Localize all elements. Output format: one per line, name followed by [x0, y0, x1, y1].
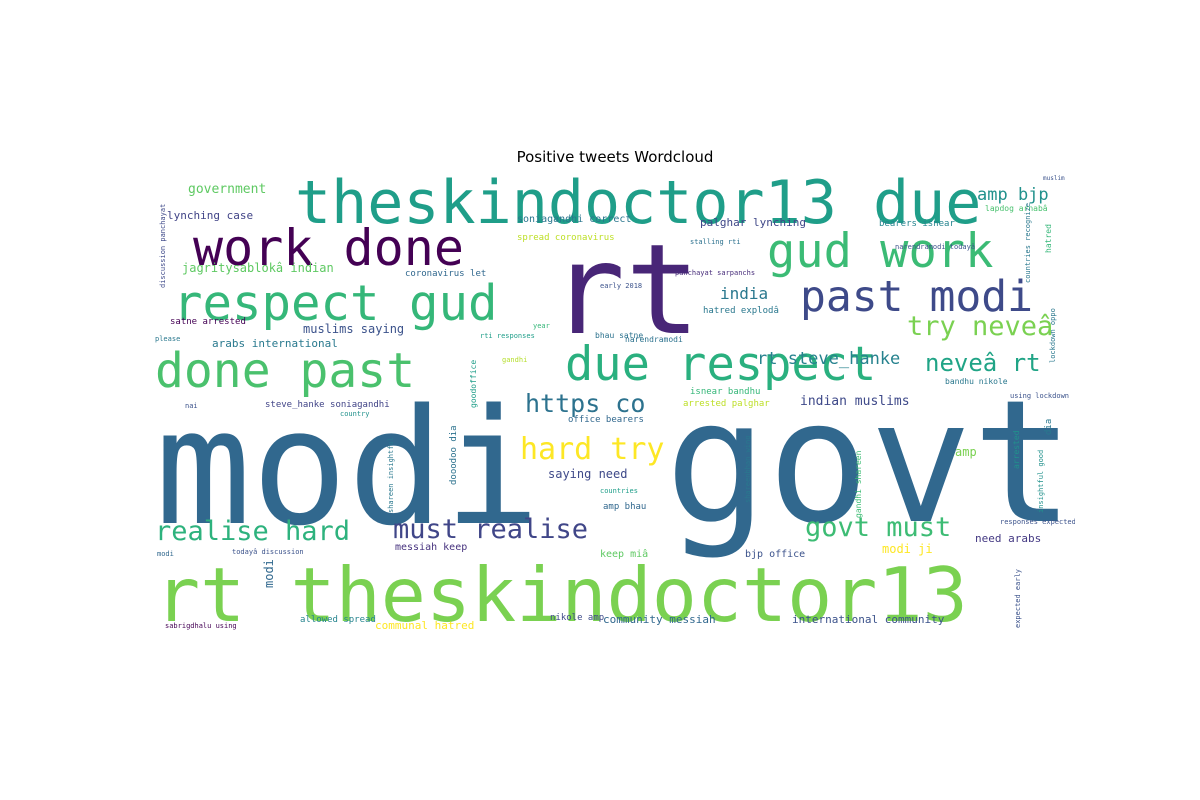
wordcloud-word: expected early [1014, 568, 1022, 628]
wordcloud-word: using lockdown [1010, 392, 1070, 400]
wordcloud-word: country [340, 410, 370, 418]
wordcloud-word: keep miâ [600, 549, 649, 560]
wordcloud-word: https co [525, 389, 646, 418]
wordcloud-word: soniagandhi correct [517, 214, 632, 225]
wordcloud-word: allowed spread [300, 615, 376, 625]
wordcloud-word: narendramodi [625, 335, 683, 344]
wordcloud-word: rti responses [480, 332, 535, 340]
wordcloud-word: modi [157, 550, 174, 558]
wordcloud-word: modi ji [882, 542, 933, 556]
wordcloud-word: responses expected [1000, 518, 1075, 526]
wordcloud-word: india [720, 284, 769, 303]
wordcloud-word: satne arrested [170, 317, 246, 327]
wordcloud-word: discussion panchayat [159, 203, 167, 288]
wordcloud-word: international community [792, 613, 945, 626]
wordcloud-word: jagritysablokâ indian [182, 261, 334, 275]
wordcloud-word: dooodoo dia [449, 425, 459, 485]
wordcloud-word: please [155, 335, 181, 343]
wordcloud-word: govt must [805, 512, 952, 543]
wordcloud-word: arrested palghar [683, 399, 770, 409]
wordcloud-word: lynching case [167, 209, 254, 222]
wordcloud-word: try neveâ [907, 311, 1054, 342]
wordcloud-word: insightful good [1037, 449, 1045, 513]
wordcloud-word: bjp office [745, 549, 806, 560]
wordcloud-word: dia [1044, 418, 1054, 435]
wordcloud-word: hatred explodâ [703, 306, 779, 316]
wordcloud-word: stalling rti [690, 238, 741, 246]
chart-title: Positive tweets Wordcloud [516, 148, 714, 166]
wordcloud-word: lapdog arnabâ [985, 204, 1048, 213]
wordcloud-word: gandhi shareen [854, 450, 863, 518]
wordcloud-word: past modi [800, 272, 1033, 322]
wordcloud-word: rt steve_hanke [757, 349, 901, 369]
wordcloud-word: nikole amp [550, 613, 605, 623]
wordcloud-word: bearers isnear [879, 219, 955, 229]
wordcloud-word: panchayat sarpanchs [675, 269, 756, 277]
wordcloud-word: indian muslims [800, 394, 910, 409]
wordcloud-word: due respect [565, 337, 877, 392]
wordcloud-word: rt [550, 218, 701, 363]
wordcloud-word: narendramodi todayâ [895, 243, 976, 251]
wordcloud-word: realise hard [155, 516, 351, 547]
wordcloud-word: steve_hanke soniagandhi [265, 400, 390, 410]
wordcloud-word: countries [600, 487, 638, 495]
wordcloud-word: early 2018 [600, 282, 643, 290]
wordcloud-word: govt [665, 364, 1075, 562]
wordcloud-word: palghar lynching [700, 216, 806, 229]
wordcloud-word: coronavirus let [405, 269, 487, 279]
wordcloud-word: office bearers [568, 415, 644, 425]
wordcloud-word: communal hatred [375, 619, 475, 632]
wordcloud-word: need arabs [975, 532, 1042, 545]
wordcloud-word: done past [155, 343, 416, 399]
wordcloud-word: gud work [767, 224, 994, 279]
wordcloud-word: messiah keep [395, 542, 468, 553]
wordcloud-word: neveâ rt [925, 349, 1041, 377]
wordcloud-word: muslim [1043, 175, 1065, 182]
wordcloud-word: year [533, 322, 550, 330]
wordcloud-word: spread coronavirus [517, 233, 615, 243]
wordcloud-word: bhau satne [595, 331, 644, 340]
wordcloud-word: bandhu nikole [945, 377, 1008, 386]
wordcloud-word: arabs international [212, 337, 338, 350]
wordcloud-word: community messiah [603, 613, 716, 626]
wordcloud-word: saying need [548, 467, 628, 481]
wordcloud-word: arrested [1012, 430, 1021, 469]
wordcloud-word: government [188, 182, 267, 197]
wordcloud-word: nai [185, 402, 198, 410]
wordcloud-word: isnear bandhu [690, 387, 761, 397]
wordcloud-word: modi [262, 559, 276, 588]
wordcloud-word: goodoffice [469, 359, 478, 408]
wordcloud-word: lockdown oppo [1049, 308, 1057, 363]
wordcloud-word: work done [193, 219, 464, 277]
wordcloud-word: countries recognize [1024, 202, 1032, 283]
wordcloud-word: todayâ discussion [232, 548, 304, 556]
wordcloud-word: modi [155, 374, 541, 561]
wordcloud-word: shareen insightful [387, 437, 395, 513]
wordcloud-canvas: modi govt rt rt theskindoctor13 theskindocto… [155, 173, 1075, 633]
wordcloud-word: must realise [393, 514, 589, 545]
wordcloud-word: amp bhau [603, 502, 647, 512]
wordcloud-word: hatred [1044, 224, 1053, 253]
wordcloud-word: respect gud [173, 275, 498, 332]
wordcloud-word: gandhi [502, 356, 528, 364]
wordcloud-word: muslims saying [303, 322, 405, 336]
wordcloud-word: theskindoctor13 due [295, 173, 982, 238]
wordcloud-word: amp [955, 445, 977, 459]
wordcloud-word: shareenbhan wing [744, 435, 752, 503]
wordcloud-word: rt theskindoctor13 [155, 551, 968, 633]
wordcloud-word: hard try [520, 432, 665, 467]
wordcloud-word: sabrigdhalu using [165, 622, 237, 630]
wordcloud-word: amp bjp [977, 185, 1049, 205]
